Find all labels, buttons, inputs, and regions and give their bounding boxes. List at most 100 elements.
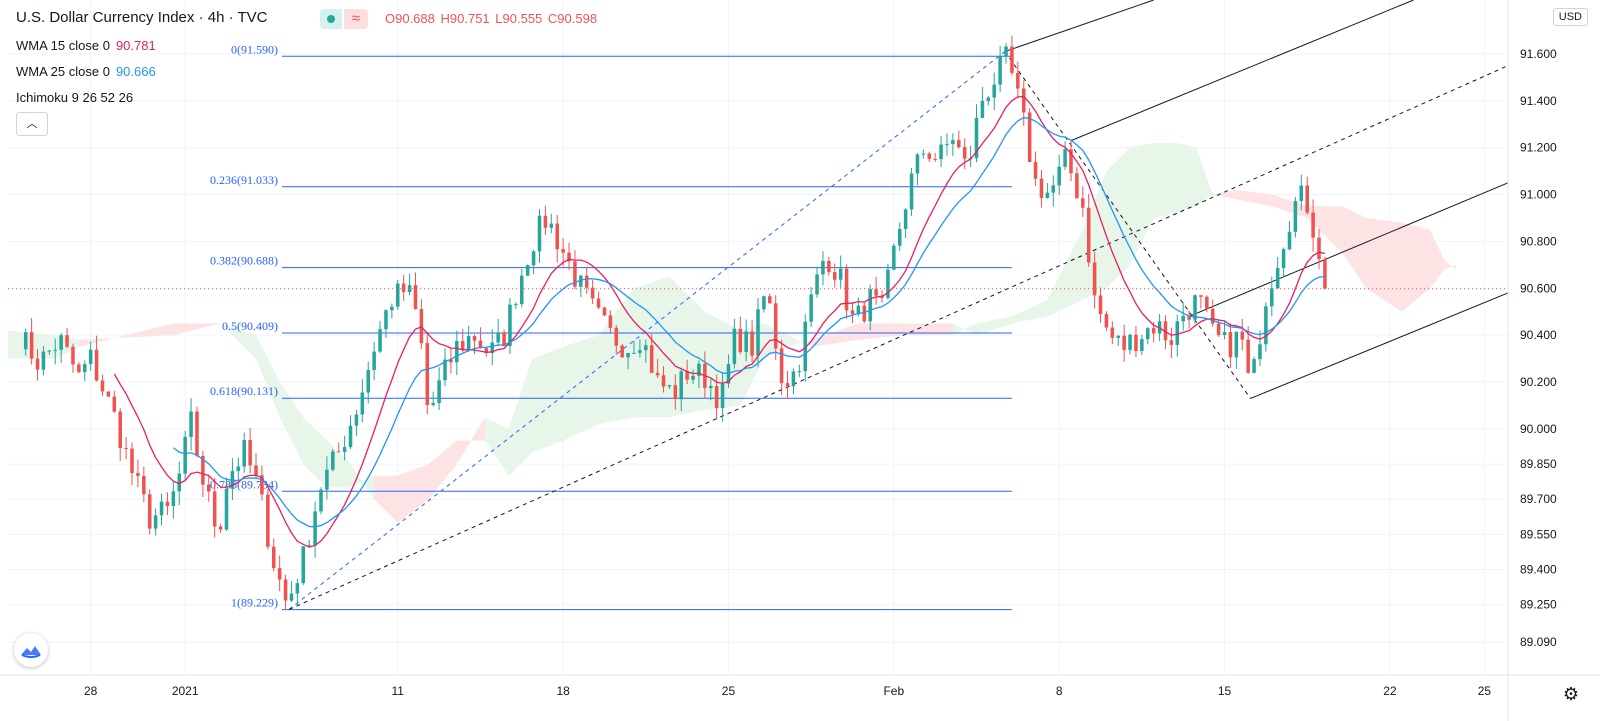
candle-body: [183, 436, 187, 474]
candle-body: [827, 260, 831, 273]
candle-body: [738, 328, 743, 352]
candle-body: [679, 371, 683, 400]
candle-body: [484, 347, 489, 353]
x-tick-label: 25: [722, 684, 736, 698]
candle-body: [71, 346, 75, 365]
candle-body: [614, 327, 619, 346]
candle-body: [537, 215, 542, 252]
cloud-segment: [397, 464, 429, 523]
trendlines: [288, 0, 1509, 610]
cloud-segment: [598, 288, 634, 425]
x-tick-label: 28: [84, 684, 98, 698]
y-tick-label: 90.000: [1520, 422, 1557, 436]
cloud-segment: [1011, 300, 1048, 324]
collapse-legend-button[interactable]: ︿: [16, 112, 48, 136]
x-tick-label: 8: [1056, 684, 1063, 698]
candle-body: [1069, 149, 1073, 174]
candle-body: [685, 371, 689, 380]
y-tick-label: 89.850: [1520, 457, 1557, 471]
candle-body: [1145, 328, 1150, 340]
candle-body: [1258, 344, 1262, 360]
cloud-segment: [78, 323, 174, 347]
candle-body: [118, 411, 122, 449]
candle-body: [974, 117, 979, 159]
candle-body: [945, 144, 949, 146]
cloud-segment: [1430, 229, 1445, 289]
candle-body: [195, 411, 199, 456]
candle-body: [957, 140, 961, 148]
candle-body: [313, 511, 317, 546]
symbol-title[interactable]: U.S. Dollar Currency Index · 4h · TVC: [16, 9, 268, 26]
indicator-wma15[interactable]: WMA 15 close 0 90.781: [16, 38, 156, 53]
cloud-segment: [1401, 222, 1431, 312]
candle-body: [449, 359, 453, 363]
candle-body: [153, 515, 158, 529]
ohlc-readout: O90.688 H90.751 L90.555 C90.598: [385, 11, 599, 26]
candle-body: [1264, 306, 1268, 345]
cloud-segment: [1444, 260, 1457, 270]
indicator-wma15-label: WMA 15 close 0: [16, 38, 110, 53]
candle-body: [720, 383, 725, 409]
candle-body: [35, 358, 40, 370]
candle-body: [29, 332, 34, 359]
candle-body: [1311, 212, 1315, 238]
candle-body: [584, 275, 589, 288]
cloud-segment: [1196, 147, 1213, 207]
cloud-segment: [1271, 194, 1308, 218]
candle-body: [1234, 331, 1239, 358]
candle-body: [797, 371, 802, 373]
candle-body: [88, 349, 93, 365]
ohlc-high: H90.751: [440, 11, 490, 26]
cloud-segment: [1082, 171, 1107, 300]
candle-body: [691, 375, 695, 380]
candle-body: [602, 307, 607, 316]
candle-body: [773, 303, 778, 349]
cloud-segment: [704, 311, 741, 411]
candle-body: [596, 298, 601, 308]
candle-body: [697, 363, 701, 376]
candle-body: [909, 173, 914, 210]
candle-body: [768, 296, 772, 304]
candle-body: [809, 294, 813, 322]
candle-body: [785, 383, 790, 387]
candle-body: [1110, 327, 1115, 338]
candle-body: [1252, 359, 1256, 373]
candle-body: [277, 568, 282, 580]
candle-body: [644, 345, 648, 351]
currency-badge[interactable]: USD: [1552, 8, 1588, 26]
cloud-segment: [905, 323, 953, 336]
y-tick-label: 89.700: [1520, 492, 1557, 506]
candle-body: [177, 473, 182, 492]
candle-body: [266, 494, 270, 547]
candle-body: [53, 349, 58, 351]
cloud-segment: [1236, 189, 1272, 207]
candle-body: [124, 448, 128, 450]
candle-body: [1275, 268, 1280, 289]
candle-body: [502, 332, 506, 347]
y-tick-label: 89.550: [1520, 527, 1557, 541]
cloud-segment: [508, 358, 533, 476]
candle-body: [714, 386, 719, 409]
candle-body: [892, 245, 896, 270]
candle-body: [1010, 46, 1014, 73]
ohlc-close: C90.598: [547, 11, 598, 26]
candle-body: [283, 579, 288, 601]
gear-icon[interactable]: ⚙: [1562, 684, 1580, 704]
candle-body: [366, 369, 371, 393]
candle-body: [1281, 249, 1286, 269]
candle-body: [549, 223, 554, 228]
indicator-ichimoku[interactable]: Ichimoku 9 26 52 26: [16, 90, 133, 105]
market-status-pill[interactable]: ≈: [320, 9, 368, 29]
candle-body: [1039, 178, 1044, 198]
candle-body: [260, 475, 264, 495]
candle-body: [289, 593, 294, 601]
indicator-wma25[interactable]: WMA 25 close 0 90.666: [16, 64, 156, 79]
candle-body: [886, 269, 890, 298]
candle-body: [47, 350, 52, 352]
cloud-segment: [456, 417, 486, 465]
candle-body: [401, 283, 406, 292]
candle-body: [1063, 149, 1067, 167]
tradingview-logo-icon[interactable]: [14, 633, 48, 667]
candle-body: [632, 352, 636, 354]
